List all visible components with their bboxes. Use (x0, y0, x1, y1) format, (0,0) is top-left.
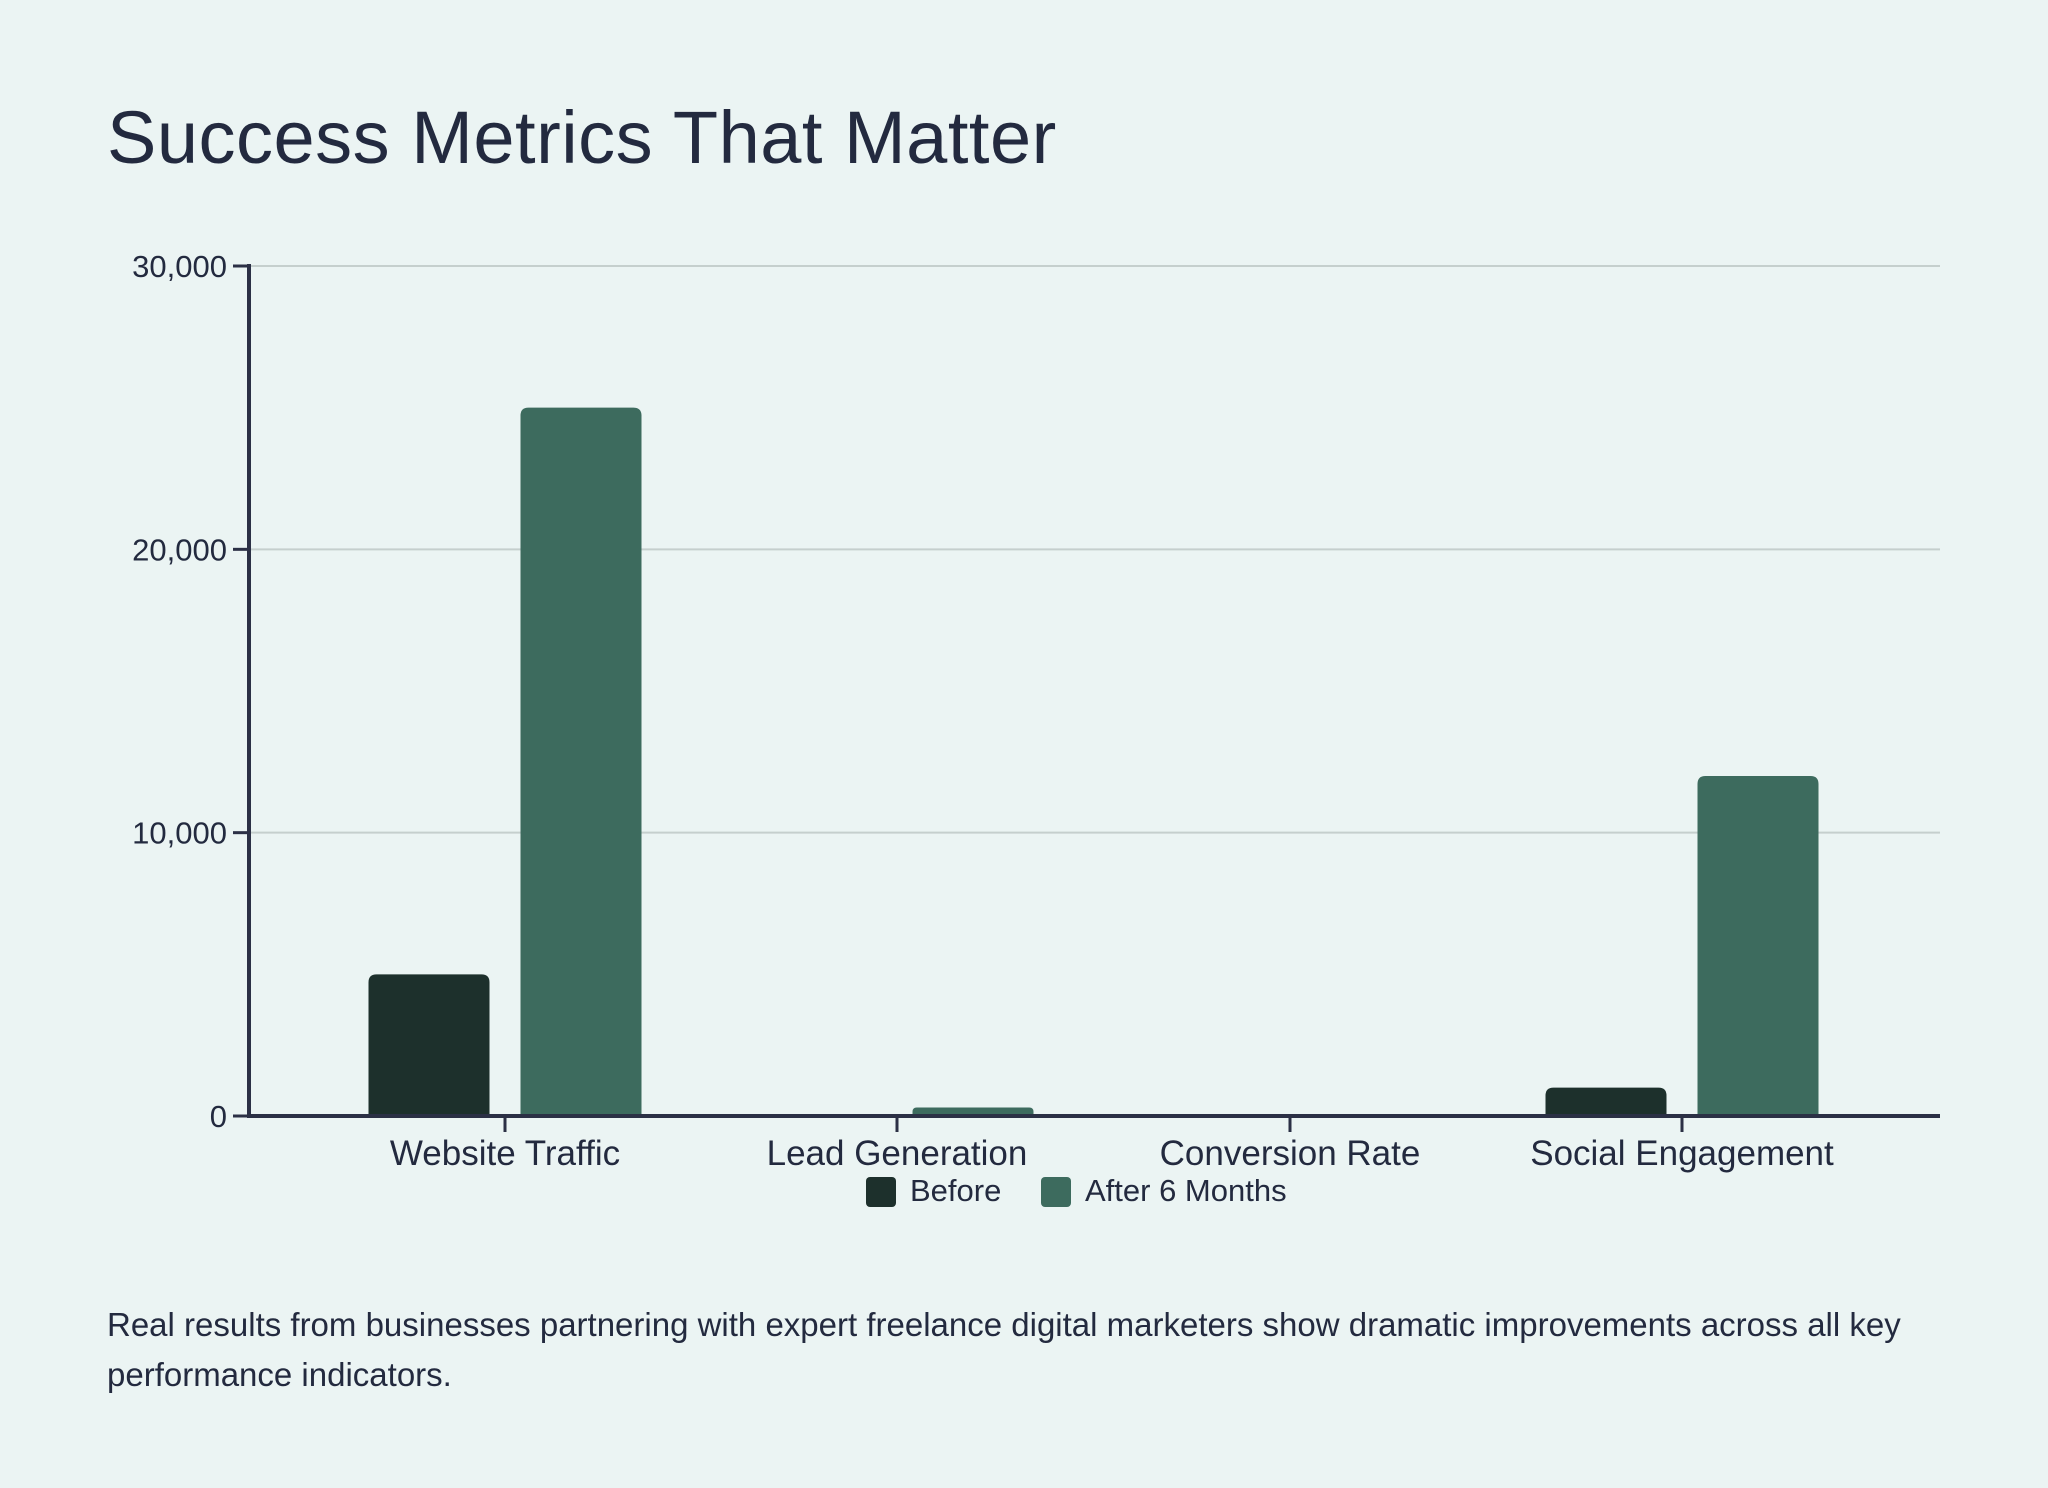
bar-website-traffic-after (520, 407, 642, 1117)
legend-swatch-before (866, 1177, 896, 1207)
bar-chart: 0 10,000 20,000 30,000 Website Traffic Lead G… (132, 249, 1940, 1208)
tick-labels: 0 10,000 20,000 30,000 Website Traffic Lead G… (132, 249, 1834, 1173)
y-tick-label: 10,000 (132, 816, 227, 851)
x-tick-label: Conversion Rate (1160, 1134, 1421, 1173)
legend-label-before: Before (910, 1173, 1001, 1208)
page-title: Success Metrics That Matter (107, 96, 1057, 179)
x-tick-label: Lead Generation (767, 1134, 1028, 1173)
bar-website-traffic-before (368, 974, 490, 1116)
grid-lines (249, 265, 1940, 834)
y-tick-label: 0 (210, 1099, 227, 1134)
legend: Before After 6 Months (866, 1173, 1287, 1208)
legend-label-after: After 6 Months (1085, 1173, 1287, 1208)
y-tick-label: 20,000 (132, 532, 227, 567)
bar-lead-generation-after (912, 1107, 1034, 1116)
axes (233, 264, 1940, 1132)
bar-social-engagement-after (1697, 776, 1819, 1116)
bars (368, 407, 1819, 1117)
bar-social-engagement-before (1545, 1087, 1667, 1116)
y-tick-label: 30,000 (132, 249, 227, 284)
legend-swatch-after (1041, 1177, 1071, 1207)
x-tick-label: Website Traffic (390, 1134, 620, 1173)
chart-caption: Real results from businesses partnering … (107, 1306, 1901, 1393)
x-tick-label: Social Engagement (1530, 1134, 1834, 1173)
